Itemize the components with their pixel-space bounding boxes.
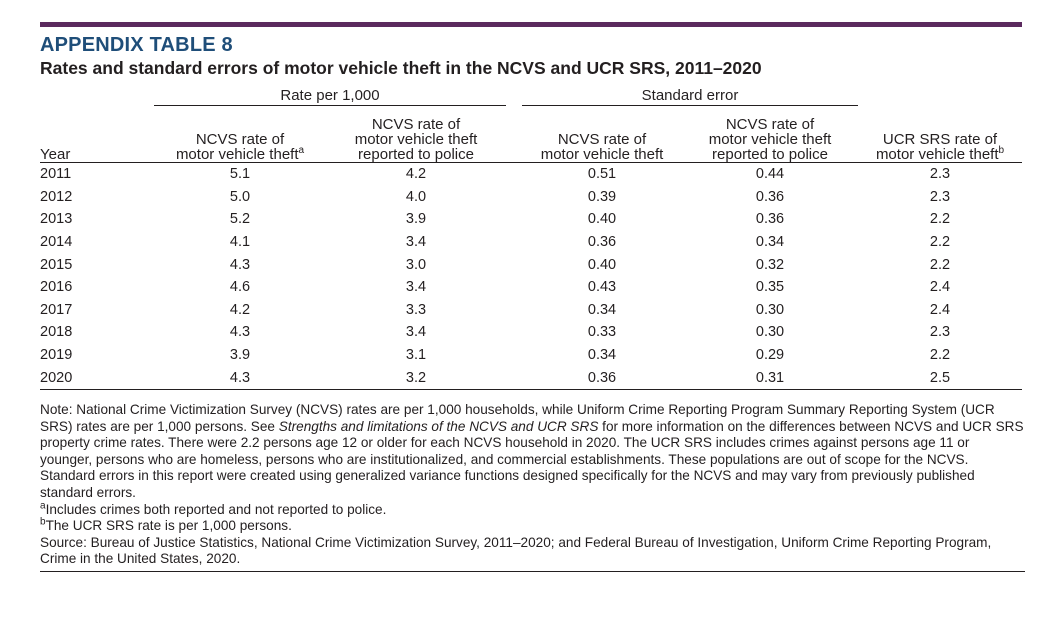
cell-se-ncvs: 0.39 (587, 188, 617, 205)
appendix-label: APPENDIX TABLE 8 (40, 34, 233, 56)
notes-section: Note: National Crime Victimization Surve… (40, 402, 1025, 572)
col-se-ncvs: NCVS rate of motor vehicle theft (522, 106, 682, 163)
cell-ncvs-rate: 4.1 (229, 234, 251, 251)
cell-ucr-rate: 2.3 (929, 166, 951, 183)
cell-ucr-rate: 2.2 (929, 347, 951, 364)
group-header-se: Standard error (522, 86, 858, 106)
cell-year: 2011 (40, 166, 72, 183)
col-se-reported: NCVS rate of motor vehicle theft reporte… (682, 106, 858, 163)
cell-ucr-rate: 2.5 (858, 366, 1022, 390)
cell-year: 2016 (40, 279, 73, 296)
cell-ncvs-reported: 3.9 (405, 211, 427, 228)
cell-ncvs-reported: 3.4 (405, 279, 427, 296)
cell-year: 2013 (40, 211, 73, 228)
cell-se-reported: 0.44 (755, 166, 785, 183)
cell-se-ncvs: 0.40 (587, 256, 617, 273)
cell-ncvs-rate: 4.6 (229, 279, 251, 296)
cell-ucr-rate: 2.2 (929, 211, 951, 228)
cell-se-reported: 0.30 (755, 301, 785, 318)
cell-se-reported: 0.34 (755, 234, 785, 251)
cell-se-reported: 0.30 (755, 324, 785, 341)
cell-ncvs-rate: 5.2 (229, 211, 251, 228)
footnote-a: aIncludes crimes both reported and not r… (40, 500, 387, 517)
data-table: Rate per 1,000 Standard error Year NCVS … (40, 86, 1022, 390)
cell-se-ncvs: 0.36 (522, 366, 682, 390)
cell-ucr-rate: 2.2 (929, 256, 951, 273)
cell-se-reported: 0.32 (755, 256, 785, 273)
cell-ncvs-rate: 4.2 (229, 301, 251, 318)
cell-se-reported: 0.36 (755, 188, 785, 205)
cell-se-reported: 0.36 (755, 211, 785, 228)
col-ucr-rate: UCR SRS rate of motor vehicle theftb (858, 106, 1022, 163)
cell-ncvs-rate: 3.9 (229, 347, 251, 364)
cell-ncvs-reported: 3.2 (326, 366, 506, 390)
table-note: Note: National Crime Victimization Surve… (40, 402, 1024, 500)
cell-se-ncvs: 0.33 (587, 324, 617, 341)
cell-ucr-rate: 2.4 (929, 301, 951, 318)
col-ncvs-rate: NCVS rate of motor vehicle thefta (154, 106, 326, 163)
cell-ncvs-reported: 4.0 (405, 188, 427, 205)
cell-ucr-rate: 2.3 (929, 188, 951, 205)
cell-se-reported: 0.35 (755, 279, 785, 296)
cell-se-ncvs: 0.51 (587, 166, 617, 183)
cell-ncvs-rate: 4.3 (229, 324, 251, 341)
cell-year: 2020 (40, 366, 154, 390)
cell-ncvs-rate: 4.3 (229, 256, 251, 273)
cell-ucr-rate: 2.2 (929, 234, 951, 251)
footnote-b: bThe UCR SRS rate is per 1,000 persons. (40, 516, 292, 534)
table-row: 2018 4.3 3.4 0.33 0.30 2.3 (40, 321, 1022, 344)
table-row: 2012 5.0 4.0 0.39 0.36 2.3 (40, 186, 1022, 209)
cell-ncvs-rate: 5.1 (229, 166, 251, 183)
table-title: Rates and standard errors of motor vehic… (40, 58, 762, 78)
col-year: Year (40, 106, 154, 163)
cell-year: 2018 (40, 324, 73, 341)
cell-ncvs-reported: 3.3 (405, 301, 427, 318)
cell-se-reported: 0.31 (682, 366, 858, 390)
top-rule (40, 22, 1022, 27)
cell-year: 2017 (40, 301, 73, 318)
table-row: 2016 4.6 3.4 0.43 0.35 2.4 (40, 276, 1022, 299)
cell-se-ncvs: 0.34 (587, 347, 617, 364)
cell-year: 2019 (40, 347, 73, 364)
table-row: 2020 4.3 3.2 0.36 0.31 2.5 (40, 366, 1022, 390)
table-row: 2014 4.1 3.4 0.36 0.34 2.2 (40, 231, 1022, 254)
cell-se-reported: 0.29 (755, 347, 785, 364)
cell-se-ncvs: 0.43 (587, 279, 617, 296)
cell-se-ncvs: 0.40 (587, 211, 617, 228)
cell-se-ncvs: 0.34 (587, 301, 617, 318)
col-ncvs-reported: NCVS rate of motor vehicle theft reporte… (326, 106, 506, 163)
cell-ncvs-reported: 4.2 (405, 166, 427, 183)
cell-year: 2012 (40, 188, 73, 205)
table-row: 2011 5.1 4.2 0.51 0.44 2.3 (40, 163, 1022, 186)
cell-ucr-rate: 2.4 (929, 279, 951, 296)
table-row: 2015 4.3 3.0 0.40 0.32 2.2 (40, 253, 1022, 276)
source-note: Source: Bureau of Justice Statistics, Na… (40, 535, 1025, 572)
cell-ncvs-reported: 3.0 (405, 256, 427, 273)
cell-ncvs-rate: 5.0 (229, 188, 251, 205)
cell-year: 2015 (40, 256, 73, 273)
cell-ncvs-reported: 3.1 (405, 347, 427, 364)
cell-ncvs-rate: 4.3 (154, 366, 326, 390)
cell-ucr-rate: 2.3 (929, 324, 951, 341)
group-header-rate: Rate per 1,000 (154, 86, 506, 106)
table-row: 2017 4.2 3.3 0.34 0.30 2.4 (40, 299, 1022, 322)
table-row: 2013 5.2 3.9 0.40 0.36 2.2 (40, 208, 1022, 231)
cell-ncvs-reported: 3.4 (405, 234, 427, 251)
table-row: 2019 3.9 3.1 0.34 0.29 2.2 (40, 344, 1022, 367)
cell-year: 2014 (40, 234, 73, 251)
cell-se-ncvs: 0.36 (587, 234, 617, 251)
cell-ncvs-reported: 3.4 (405, 324, 427, 341)
